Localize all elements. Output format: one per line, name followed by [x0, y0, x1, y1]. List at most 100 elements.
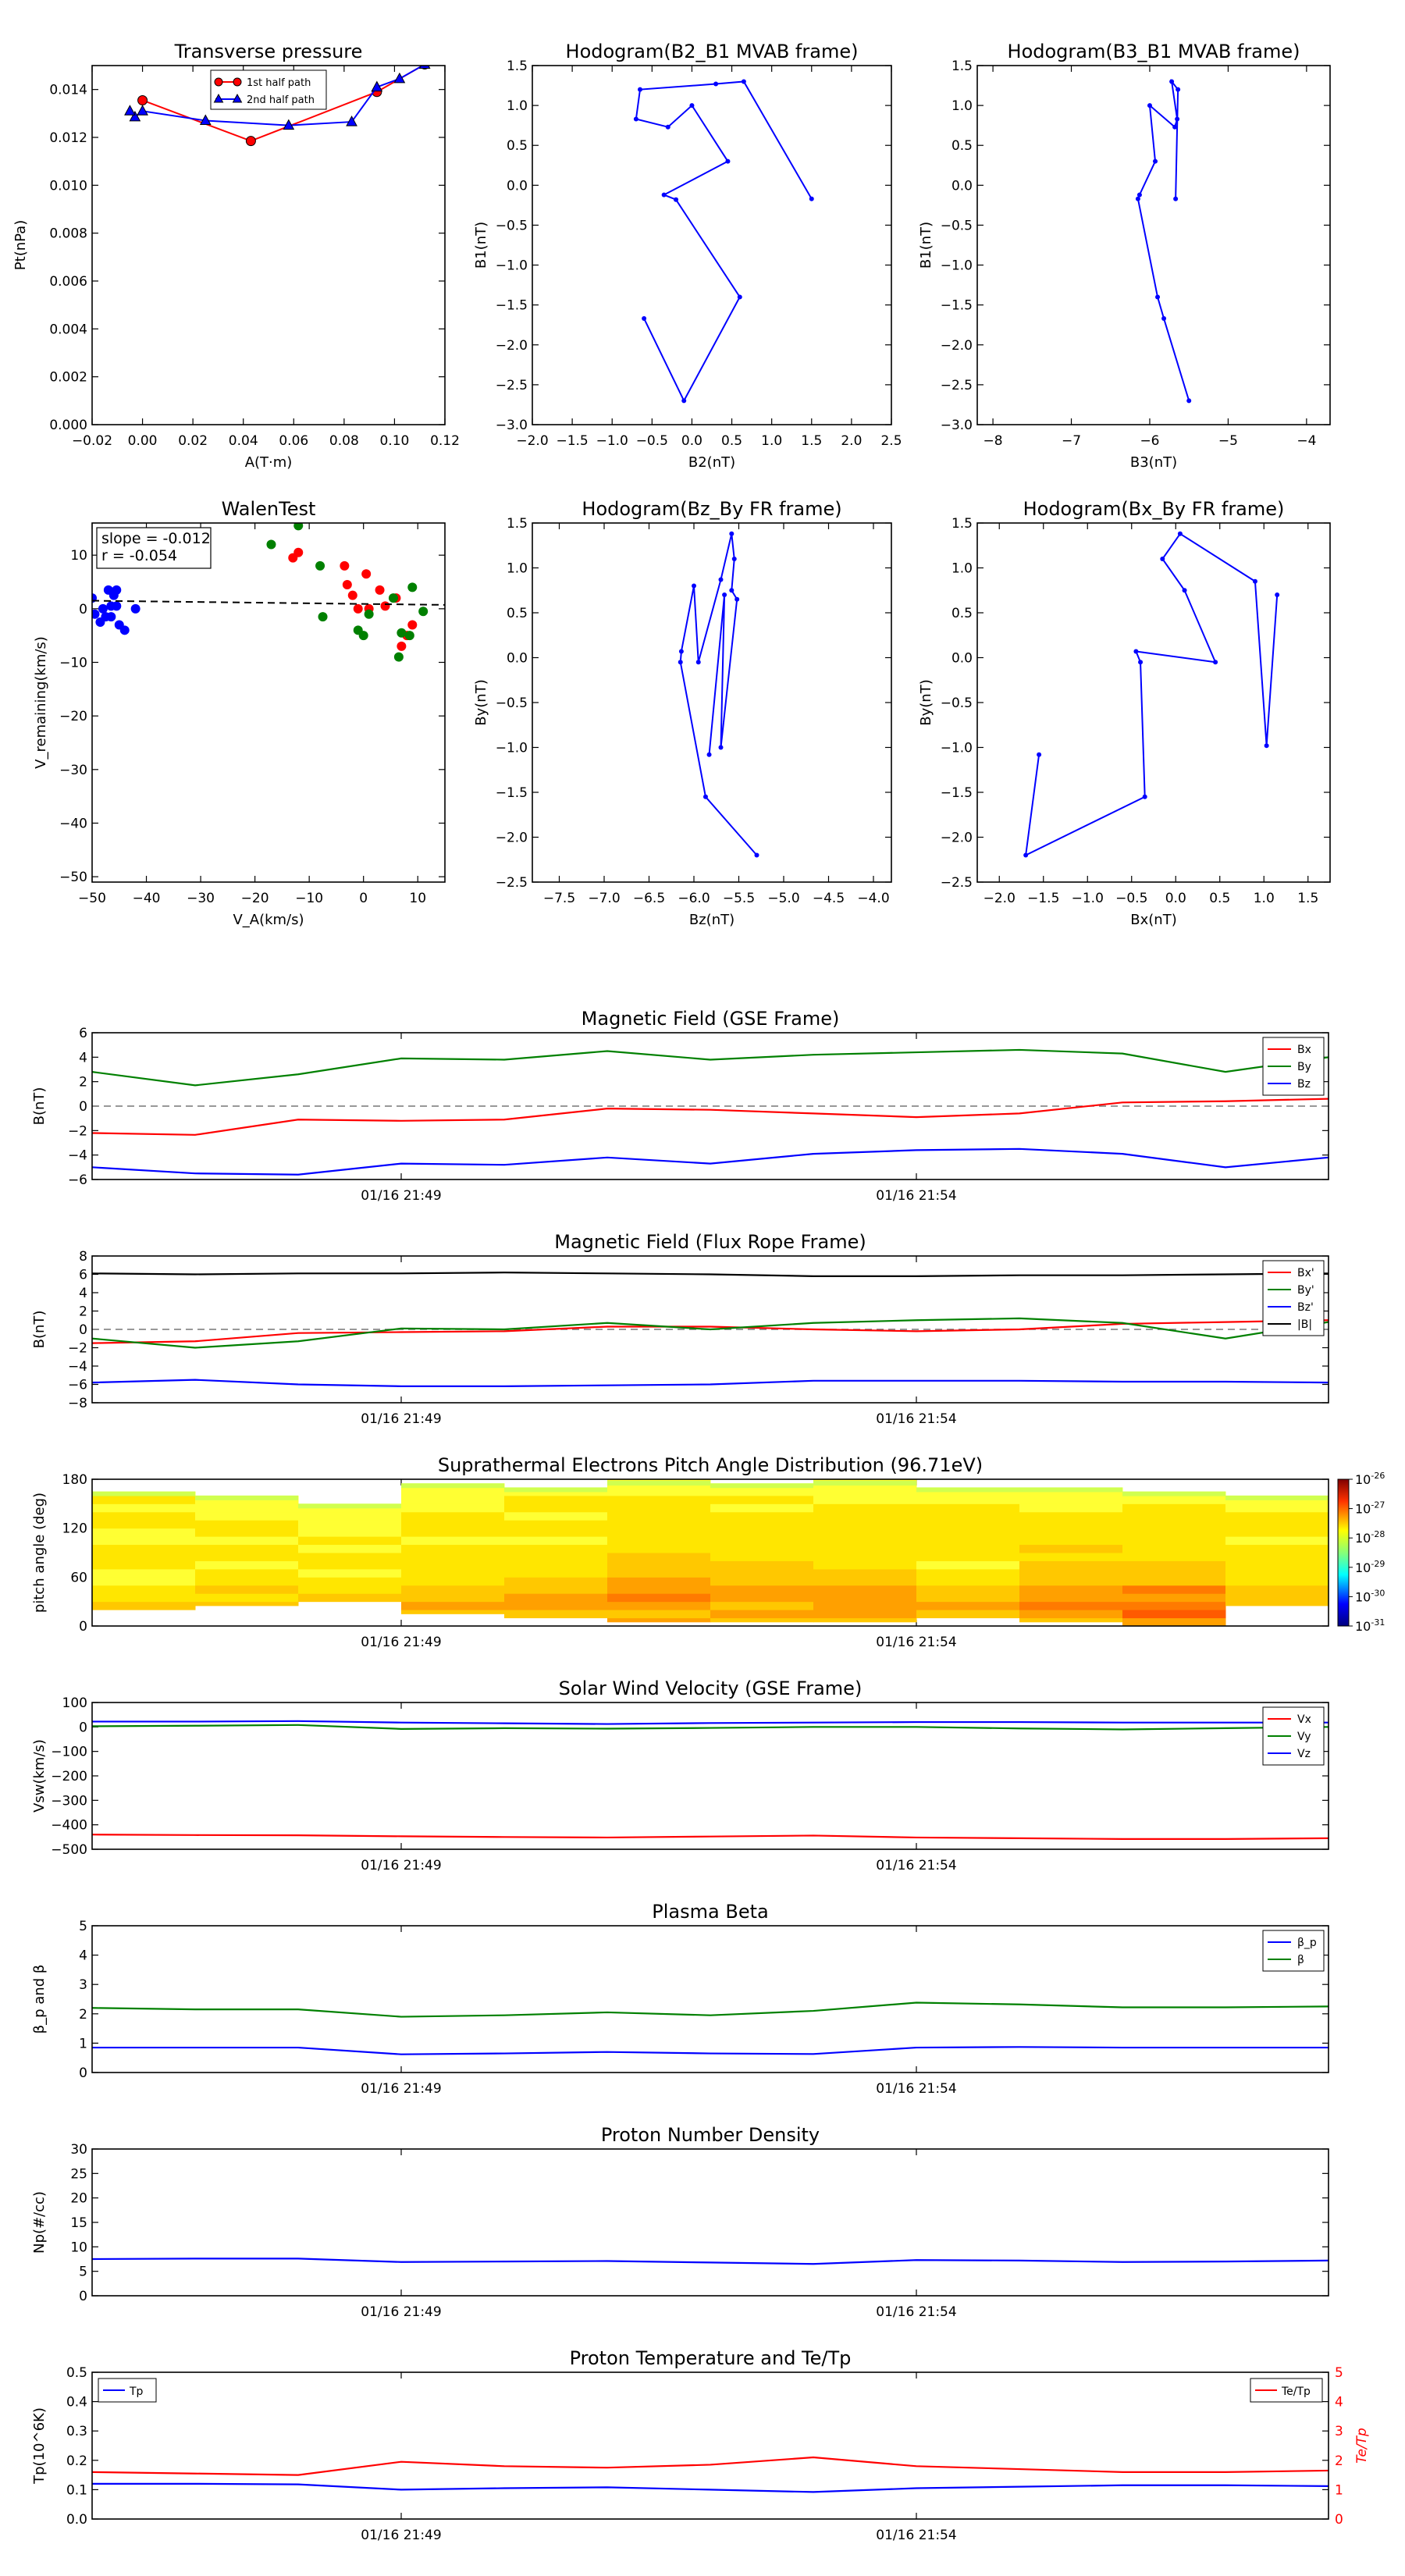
- data-point: [689, 103, 695, 109]
- series-line: [679, 533, 758, 856]
- y-tick-label: 0.0: [66, 2512, 87, 2528]
- heatmap-cell: [504, 1536, 608, 1546]
- heatmap-cell: [401, 1487, 505, 1496]
- heatmap-cell: [195, 1560, 299, 1570]
- heatmap-cell: [504, 1560, 608, 1570]
- x-tick-label: −40: [133, 891, 161, 906]
- y-tick-label: −100: [51, 1745, 87, 1760]
- data-point: [692, 583, 696, 589]
- y-tick-label: 1.5: [951, 59, 973, 74]
- y-tick-label: −2.0: [941, 831, 973, 846]
- heatmap-cell: [1122, 1511, 1226, 1521]
- data-point: [199, 114, 212, 126]
- y-tick-label: 180: [62, 1472, 87, 1488]
- heatmap-cell: [504, 1577, 608, 1586]
- panel-vsw: Solar Wind Velocity (GSE Frame) 01/16 21:…: [31, 1678, 1329, 1873]
- y-axis-label: β_p and β: [31, 1965, 48, 2034]
- plot-area: [92, 1048, 1329, 1176]
- plot-frame: [91, 2371, 1329, 2520]
- data-point: [130, 603, 140, 614]
- x-tick-label: 1.0: [761, 433, 782, 449]
- y-axis-label: B(nT): [31, 1311, 48, 1349]
- y-tick-label: −6: [68, 1378, 87, 1393]
- colorbar-label: 10-30: [1355, 1588, 1385, 1604]
- chart-title: WalenTest: [222, 498, 316, 520]
- heatmap-cell: [298, 1568, 402, 1578]
- x-tick-label: 01/16 21:54: [876, 1858, 956, 1873]
- data-point: [1153, 158, 1158, 164]
- x-tick-label: 0.04: [229, 433, 258, 449]
- heatmap-cell: [710, 1560, 814, 1570]
- legend-label: Vy: [1297, 1731, 1311, 1743]
- y-tick-label: −0.5: [941, 218, 973, 233]
- heatmap-cell: [401, 1544, 505, 1553]
- plot-area: [92, 2456, 1329, 2493]
- heatmap-cell: [813, 1568, 917, 1578]
- y-tick-label: −1.0: [941, 741, 973, 756]
- heatmap-cell: [710, 1487, 814, 1496]
- data-point: [713, 81, 719, 87]
- data-point: [1142, 794, 1147, 799]
- colorbar-exponent: -28: [1371, 1529, 1385, 1539]
- x-tick-label: 01/16 21:49: [361, 1188, 441, 1204]
- x-tick-label: 01/16 21:49: [361, 2528, 441, 2543]
- colorbar-label: 10-27: [1355, 1500, 1385, 1517]
- heatmap-cell: [1019, 1528, 1123, 1537]
- y-axis-label: pitch angle (deg): [31, 1493, 48, 1613]
- series-line: [92, 1048, 1329, 1087]
- data-point: [1172, 124, 1178, 130]
- y-tick-label: 10: [70, 548, 87, 564]
- heatmap-cell: [92, 1528, 196, 1537]
- colorbar-exponent: -31: [1371, 1617, 1385, 1628]
- data-point: [364, 609, 374, 619]
- heatmap-cell: [504, 1601, 608, 1610]
- data-point: [393, 72, 406, 84]
- plot-area: [92, 523, 445, 662]
- data-point: [729, 588, 735, 593]
- heatmap-cell: [607, 1553, 711, 1561]
- heatmap-cell: [1122, 1520, 1226, 1529]
- x-tick-label: −6.0: [678, 891, 710, 906]
- series-line: [92, 1724, 1329, 1731]
- y-tick-label: −2.5: [496, 875, 528, 891]
- data-point: [137, 105, 148, 116]
- y-tick-label: 0.0: [951, 178, 973, 194]
- y-tick-label: 20: [70, 2191, 87, 2207]
- data-point: [678, 660, 683, 665]
- heatmap-cell: [1122, 1577, 1226, 1586]
- heatmap-cell: [710, 1593, 814, 1603]
- x-axis-label: B3(nT): [1130, 454, 1177, 471]
- heatmap-cell: [504, 1553, 608, 1561]
- y-tick-label: 0.1: [66, 2482, 87, 2498]
- data-point: [119, 625, 130, 635]
- x-tick-label: 01/16 21:54: [876, 2528, 956, 2543]
- heatmap-cell: [1019, 1593, 1123, 1603]
- legend-label: Te/Tp: [1281, 2386, 1311, 2398]
- y-tick-label: 1: [79, 2036, 87, 2051]
- heatmap-cell: [607, 1495, 711, 1504]
- plot-area: [92, 1272, 1329, 1387]
- y-tick-label: 0: [79, 1720, 87, 1735]
- heatmap-cell: [607, 1568, 711, 1578]
- heatmap-cell: [710, 1511, 814, 1521]
- x-tick-label: −2.0: [516, 433, 548, 449]
- heatmap-cell: [813, 1481, 916, 1486]
- x-tick-label: 0.00: [128, 433, 158, 449]
- y-tick-label: 4: [79, 1948, 87, 1964]
- heatmap-cell: [1019, 1544, 1123, 1553]
- data-point: [754, 852, 759, 858]
- heatmap-cell: [298, 1577, 402, 1586]
- heatmap-cell: [298, 1553, 402, 1561]
- x-tick-label: 2.0: [841, 433, 862, 449]
- plot-frame: [91, 65, 446, 425]
- x-tick-label: 1.0: [1254, 891, 1275, 906]
- heatmap-cell: [813, 1511, 917, 1521]
- data-point: [633, 116, 638, 122]
- heatmap-cell: [710, 1577, 814, 1586]
- heatmap-cell: [916, 1577, 1020, 1586]
- x-tick-label: −4: [1297, 433, 1316, 449]
- chart-title: Transverse pressure: [174, 41, 363, 62]
- x-axis-label: Bz(nT): [689, 912, 735, 928]
- heatmap-cell: [1019, 1585, 1123, 1594]
- plot-frame: [976, 65, 1331, 425]
